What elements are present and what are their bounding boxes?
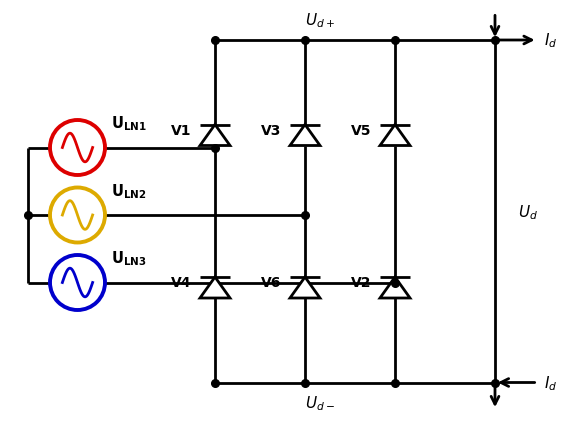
Polygon shape	[290, 277, 320, 298]
Polygon shape	[200, 125, 230, 146]
Text: V3: V3	[261, 124, 281, 138]
Polygon shape	[380, 125, 410, 146]
Text: V5: V5	[351, 124, 371, 138]
Text: $I_d$: $I_d$	[544, 31, 557, 50]
Text: V4: V4	[171, 276, 191, 290]
Text: $U_d$: $U_d$	[517, 203, 537, 221]
Polygon shape	[200, 277, 230, 298]
Polygon shape	[380, 277, 410, 298]
Text: $U_{d-}$: $U_{d-}$	[305, 393, 335, 412]
Text: V2: V2	[351, 276, 371, 290]
Text: V1: V1	[171, 124, 191, 138]
Polygon shape	[290, 125, 320, 146]
Text: V6: V6	[261, 276, 281, 290]
Text: $\mathbf{U_{LN3}}$: $\mathbf{U_{LN3}}$	[111, 249, 146, 268]
Text: $\mathbf{U_{LN2}}$: $\mathbf{U_{LN2}}$	[111, 182, 146, 200]
Text: $\mathbf{U_{LN1}}$: $\mathbf{U_{LN1}}$	[111, 114, 147, 133]
Text: $U_{d+}$: $U_{d+}$	[305, 11, 335, 30]
Text: $I_d$: $I_d$	[544, 373, 557, 392]
